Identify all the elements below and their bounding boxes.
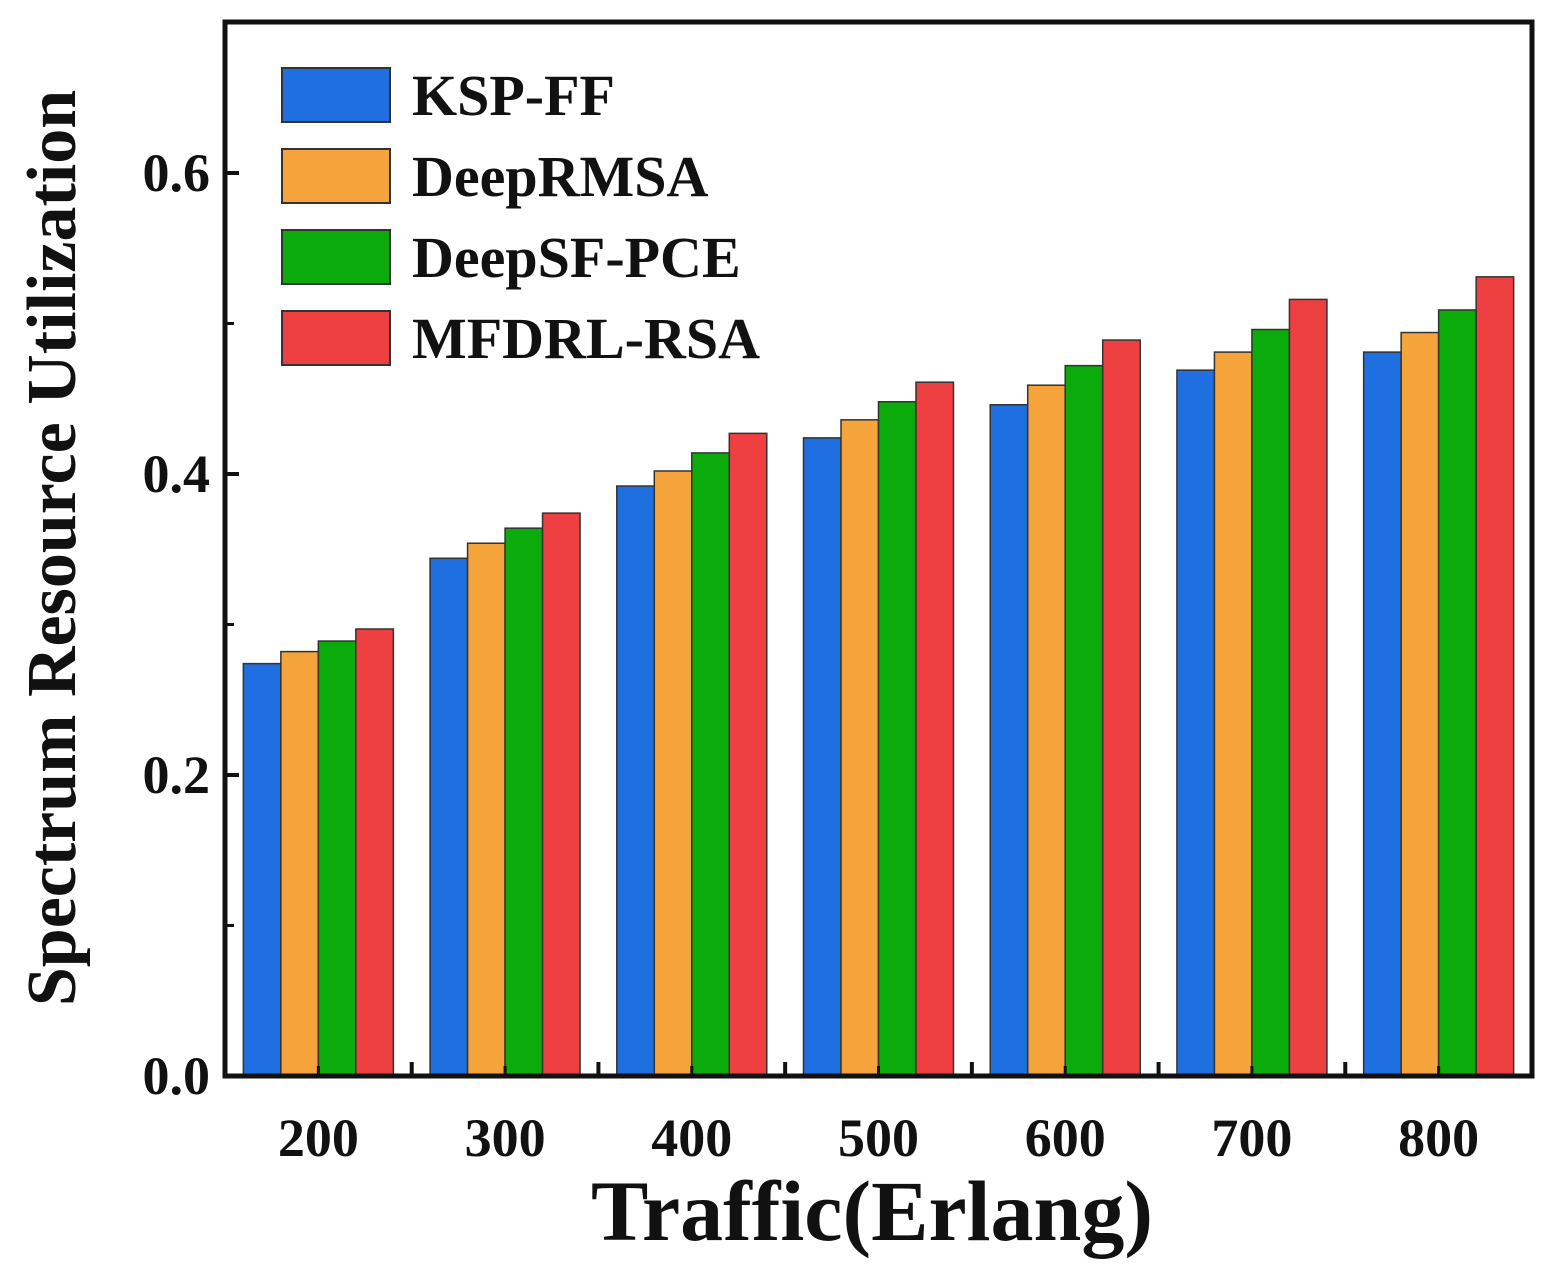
bar-deeprmsa-700 [1213,351,1253,1077]
bar-ksp-ff-600 [989,404,1029,1077]
bar-mfdrl-rsa-800 [1475,276,1515,1077]
legend-label-mfdrl-rsa: MFDRL-RSA [412,306,760,371]
bar-deepsf-pce-600 [1064,364,1104,1077]
x-axis-title: Traffic(Erlang) [591,1163,1153,1259]
y-tick-label-0.0: 0.0 [143,1046,211,1106]
legend-label-deepsf-pce: DeepSF-PCE [412,225,741,290]
bar-deepsf-pce-400 [691,452,731,1077]
legend-swatch-deepsf-pce [281,229,391,285]
legend-label-deeprmsa: DeepRMSA [412,144,709,209]
bar-deeprmsa-800 [1400,331,1440,1077]
axes-layer: 200 300 400 500 600 700 800 0.0 0.2 0.4 0.6 [143,19,1535,1168]
bar-mfdrl-rsa-700 [1288,298,1328,1077]
x-tick-label-400: 400 [651,1108,732,1168]
bar-deepsf-pce-300 [504,527,544,1077]
bar-deepsf-pce-500 [877,401,917,1077]
x-tick-label-300: 300 [465,1108,546,1168]
bar-deepsf-pce-800 [1437,309,1477,1077]
y-axis-title: Spectrum Resource Utilization [14,90,91,1006]
bar-mfdrl-rsa-500 [915,381,955,1077]
bar-deeprmsa-500 [840,419,880,1077]
bar-ksp-ff-400 [616,485,656,1077]
bar-mfdrl-rsa-600 [1101,339,1141,1077]
x-tick-label-600: 600 [1025,1108,1106,1168]
bar-ksp-ff-300 [429,557,469,1077]
x-tick-label-200: 200 [278,1108,359,1168]
legend-swatch-deeprmsa [281,148,391,204]
legend-swatch-mfdrl-rsa [281,310,391,366]
x-tick-label-700: 700 [1211,1108,1292,1168]
y-tick-label-0.6: 0.6 [143,143,211,203]
bar-mfdrl-rsa-400 [728,432,768,1077]
bar-deepsf-pce-200 [317,640,357,1077]
y-tick-label-0.2: 0.2 [143,745,211,805]
bar-deeprmsa-200 [280,650,320,1077]
bar-deeprmsa-400 [653,470,693,1077]
plot-frame [222,19,1535,1079]
x-tick-label-800: 800 [1398,1108,1479,1168]
bar-ksp-ff-700 [1176,369,1216,1077]
bar-ksp-ff-800 [1362,351,1402,1077]
legend-label-ksp-ff: KSP-FF [412,63,615,128]
bar-deeprmsa-600 [1026,384,1066,1077]
bar-mfdrl-rsa-200 [355,628,395,1077]
bar-ksp-ff-500 [802,437,842,1077]
y-tick-label-0.4: 0.4 [143,444,211,504]
bar-ksp-ff-200 [242,662,282,1077]
legend-swatch-ksp-ff [281,67,391,123]
bars-layer [242,276,1515,1077]
x-tick-label-500: 500 [838,1108,919,1168]
bar-mfdrl-rsa-300 [541,512,581,1077]
bar-deepsf-pce-700 [1251,328,1291,1077]
legend: KSP-FF DeepRMSA DeepSF-PCE MFDRL-RSA [281,63,760,371]
bar-deeprmsa-300 [466,542,506,1077]
